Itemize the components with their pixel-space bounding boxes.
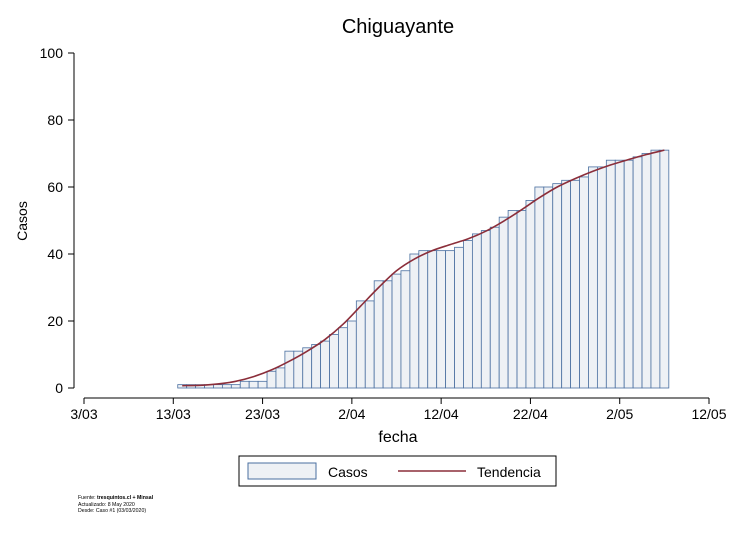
x-tick-label: 3/03 — [70, 406, 97, 422]
bar — [284, 350, 295, 389]
bar — [507, 210, 518, 389]
bar — [498, 216, 509, 389]
footer-notes: Fuente: tresquintos.cl + Minsal Actualiz… — [78, 495, 153, 515]
bar — [614, 159, 625, 389]
bar — [427, 250, 438, 389]
footer-updated: Actualizado: 8 May 2020 — [78, 501, 135, 508]
bar — [364, 300, 375, 389]
bar — [373, 280, 384, 389]
bar — [543, 186, 554, 389]
x-tick-label: 12/05 — [691, 406, 726, 422]
bar — [659, 149, 670, 389]
bars-series — [177, 149, 670, 389]
bar — [605, 159, 616, 389]
y-tick-label: 100 — [40, 45, 64, 61]
legend-line-label: Tendencia — [477, 464, 541, 480]
x-tick-label: 23/03 — [245, 406, 280, 422]
bar — [418, 250, 429, 389]
bar — [650, 149, 661, 389]
bar — [632, 156, 643, 389]
y-tick-label: 0 — [55, 380, 63, 396]
chart-title: Chiguayante — [342, 16, 454, 38]
bar — [248, 380, 259, 389]
bar — [436, 250, 447, 389]
bar — [257, 380, 268, 389]
x-tick-label: 12/04 — [424, 406, 459, 422]
y-tick-label: 20 — [47, 313, 63, 329]
bar — [409, 253, 420, 389]
bar — [400, 270, 411, 389]
bar — [596, 166, 607, 389]
x-tick-label: 2/05 — [606, 406, 633, 422]
footer-since: Desde: Caso #1 (03/03/2020) — [78, 508, 147, 514]
bar — [588, 166, 598, 389]
bar — [623, 159, 634, 389]
x-axis-ticks: 3/03 13/03 23/03 2/04 12/04 22/04 2/05 12/05 — [70, 398, 727, 422]
bar — [641, 153, 652, 389]
bar — [382, 280, 393, 389]
bar — [320, 340, 330, 389]
bar — [221, 384, 232, 389]
bar — [355, 300, 366, 389]
y-tick-label: 40 — [47, 246, 63, 262]
trend-line — [182, 149, 665, 387]
y-tick-label: 80 — [47, 112, 63, 128]
bar — [579, 176, 589, 389]
y-axis-ticks: 0 20 40 60 80 100 — [40, 45, 74, 396]
trend-series — [182, 149, 665, 387]
bar — [489, 226, 500, 389]
bar — [480, 230, 491, 389]
bar — [275, 367, 286, 389]
legend: Casos Tendencia — [238, 455, 557, 487]
bar — [311, 344, 322, 389]
x-tick-label: 22/04 — [513, 406, 548, 422]
y-tick-label: 60 — [47, 179, 63, 195]
x-axis-label: fecha — [378, 429, 417, 446]
bar — [534, 186, 545, 389]
footer-source: Fuente: tresquintos.cl + Minsal — [78, 495, 154, 501]
bar — [346, 320, 357, 389]
bar — [516, 210, 527, 389]
bar — [213, 384, 223, 389]
bar — [239, 380, 250, 389]
bar — [230, 384, 241, 389]
bar — [552, 183, 563, 389]
bar — [471, 233, 482, 389]
bar — [329, 333, 339, 389]
bar — [561, 179, 572, 389]
bar — [525, 199, 536, 389]
bar — [338, 327, 348, 389]
bar — [454, 246, 464, 389]
bar — [463, 240, 473, 389]
bar — [570, 179, 580, 389]
footer-source-value: tresquintos.cl + Minsal — [97, 495, 154, 501]
bar — [445, 250, 455, 389]
x-tick-label: 2/04 — [338, 406, 365, 422]
bar — [391, 273, 402, 389]
bar — [266, 370, 277, 389]
x-tick-label: 13/03 — [156, 406, 191, 422]
y-axis-label: Casos — [14, 201, 30, 241]
legend-bar-label: Casos — [328, 464, 368, 480]
legend-bar-swatch — [247, 462, 317, 480]
